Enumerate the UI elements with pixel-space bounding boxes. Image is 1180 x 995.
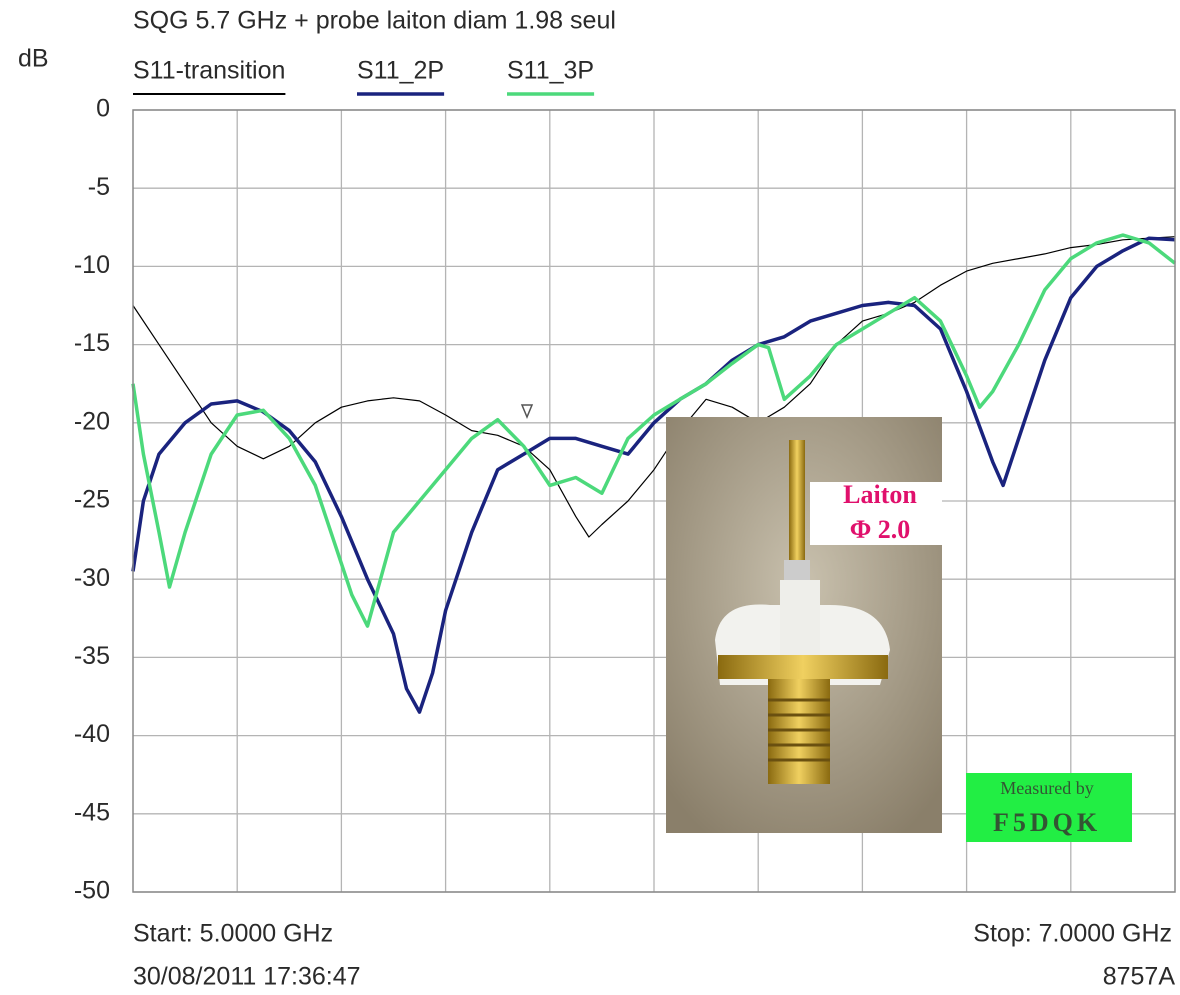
y-axis-label: dB [18, 45, 49, 73]
badge-text: F5DQK [993, 808, 1101, 837]
photo-inset: Laiton Φ 2.0 [666, 417, 942, 833]
y-tick-label: -45 [74, 798, 110, 826]
y-tick-label: -30 [74, 564, 110, 592]
y-tick-label: -35 [74, 642, 110, 670]
y-tick-label: -40 [74, 720, 110, 748]
legend-label: S11-transition [133, 57, 285, 85]
legend-label: S11_3P [507, 57, 594, 85]
badge: Measured by F5DQK [966, 773, 1132, 842]
y-tick-label: -25 [74, 486, 110, 514]
legend-label: S11_2P [357, 57, 444, 85]
y-tick-label: -5 [88, 173, 110, 201]
y-tick-label: 0 [96, 95, 110, 123]
instrument: 8757A [1103, 963, 1176, 991]
chart: SQG 5.7 GHz + probe laiton diam 1.98 seu… [0, 0, 1180, 995]
background [0, 0, 1180, 995]
chart-title: SQG 5.7 GHz + probe laiton diam 1.98 seu… [133, 7, 616, 35]
stop-label: Stop: 7.0000 GHz [973, 920, 1172, 948]
inset-label: Laiton [843, 480, 917, 509]
timestamp: 30/08/2011 17:36:47 [133, 963, 361, 991]
start-label: Start: 5.0000 GHz [133, 920, 333, 948]
y-tick-label: -10 [74, 251, 110, 279]
y-tick-label: -50 [74, 877, 110, 905]
y-tick-label: -20 [74, 407, 110, 435]
badge-text: Measured by [1000, 778, 1093, 798]
y-tick-label: -15 [74, 329, 110, 357]
inset-label: Φ 2.0 [850, 515, 911, 544]
